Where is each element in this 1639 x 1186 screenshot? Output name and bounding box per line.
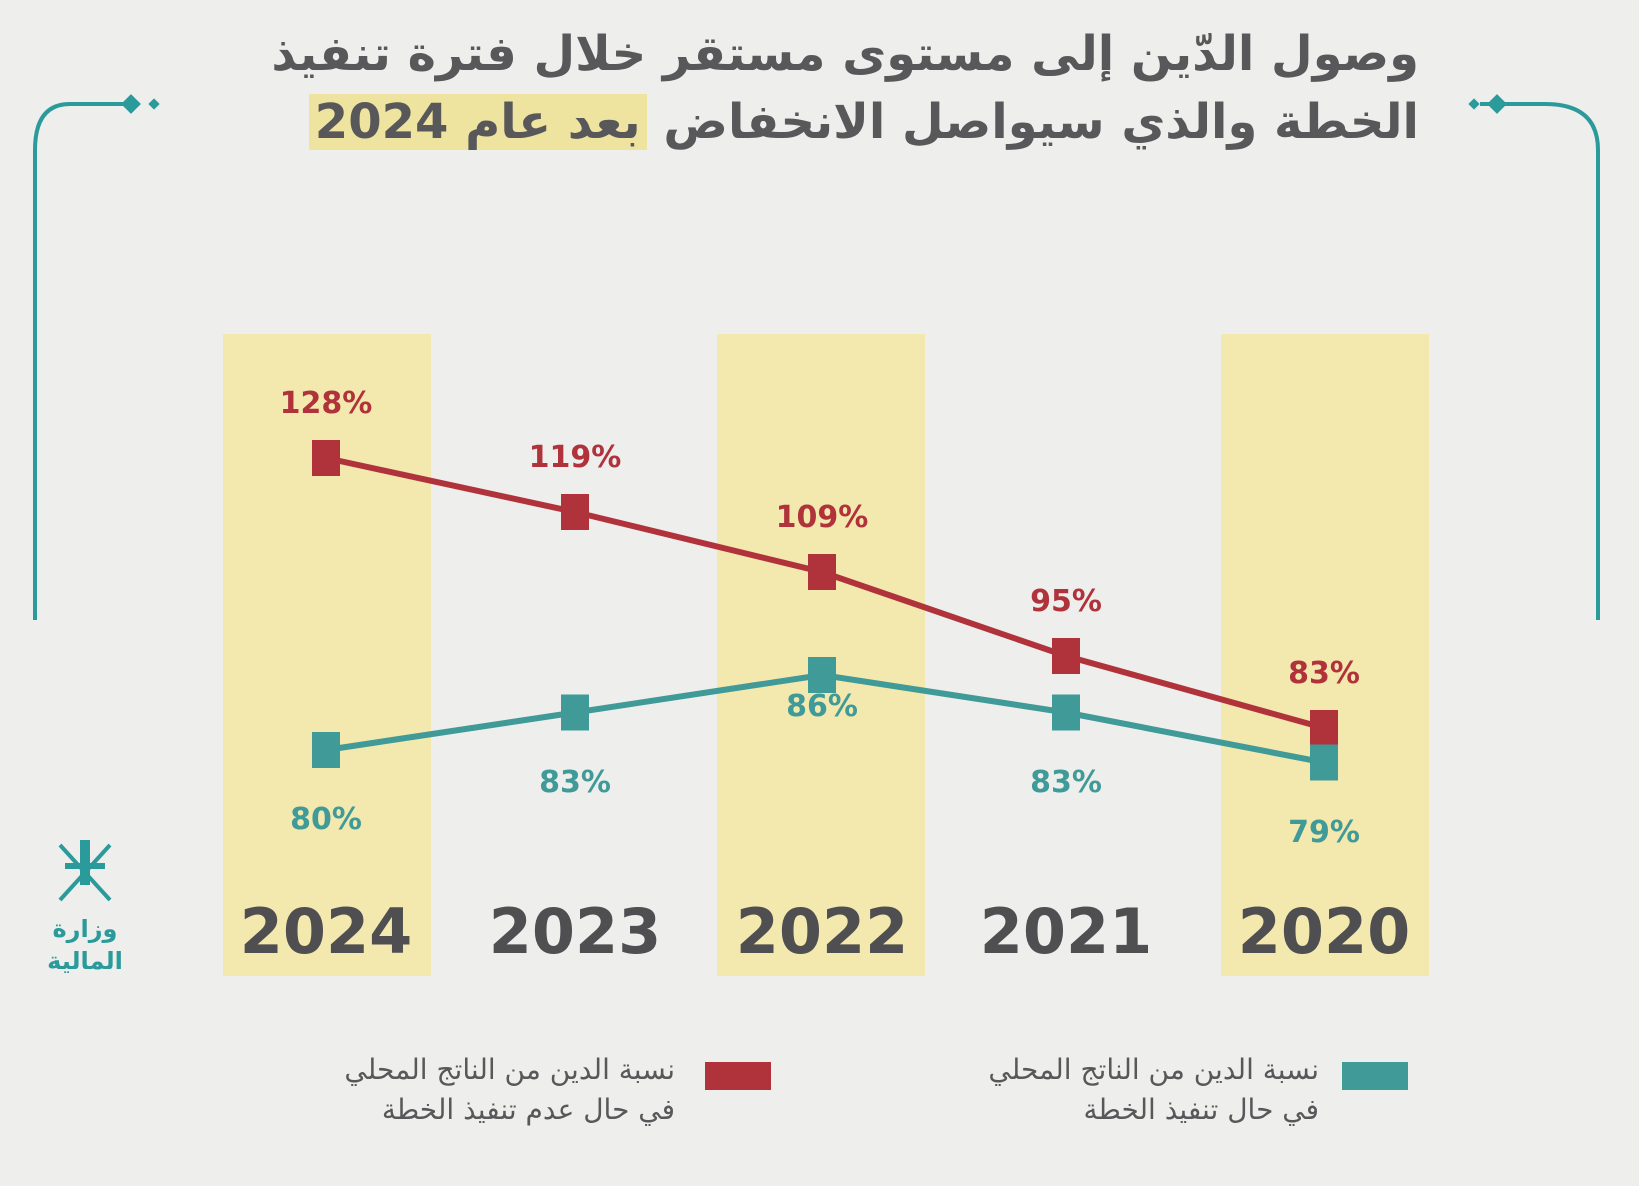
data-label: 83% — [1288, 656, 1360, 691]
data-label: 83% — [1030, 764, 1102, 800]
data-label: 83% — [539, 764, 611, 800]
title-line-2: الخطة والذي سيواصل الانخفاض بعد عام 2024 — [119, 88, 1419, 156]
ministry-logo: وزارة المالية — [40, 835, 130, 977]
x-tick-label-2021: 2021 — [979, 895, 1153, 968]
emblem-icon — [58, 840, 112, 902]
data-label: 80% — [290, 802, 362, 837]
data-label: 109% — [775, 500, 869, 535]
data-point-0-2022 — [808, 554, 836, 590]
legend-label-line: نسبة الدين من الناتج المحلي — [988, 1053, 1319, 1086]
legend-item-plan: نسبة الدين من الناتج المحلي في حال تنفيذ… — [988, 1050, 1319, 1130]
legend-item-no-plan: نسبة الدين من الناتج المحلي في حال عدم ت… — [344, 1050, 675, 1130]
band-2022 — [717, 334, 925, 976]
data-point-0-2020 — [1310, 710, 1338, 746]
data-point-1-2024 — [312, 732, 340, 768]
data-label: 79% — [1288, 814, 1360, 850]
x-tick-label-2023: 2023 — [488, 895, 662, 968]
title-highlight: بعد عام 2024 — [308, 94, 647, 150]
legend-swatch-teal — [1342, 1062, 1408, 1090]
legend-label-line: في حال عدم تنفيذ الخطة — [381, 1093, 675, 1126]
data-point-0-2021 — [1052, 638, 1080, 674]
data-point-1-2022 — [808, 657, 836, 693]
data-label: 86% — [786, 689, 858, 724]
x-tick-label-2024: 2024 — [239, 895, 413, 968]
band-2020 — [1221, 334, 1429, 976]
data-label: 95% — [1030, 584, 1102, 619]
x-tick-label-2022: 2022 — [735, 895, 909, 968]
data-point-0-2023 — [561, 494, 589, 530]
data-label: 128% — [279, 386, 373, 421]
legend-label-line: في حال تنفيذ الخطة — [1083, 1093, 1319, 1126]
data-point-1-2023 — [561, 694, 589, 731]
logo-text-1: وزارة — [52, 915, 118, 943]
data-label: 119% — [528, 440, 622, 475]
logo-text-2: المالية — [47, 947, 123, 975]
legend-label-line: نسبة الدين من الناتج المحلي — [344, 1053, 675, 1086]
data-point-1-2020 — [1310, 744, 1338, 781]
legend-swatch-red — [705, 1062, 771, 1090]
chart-title: وصول الدّين إلى مستوى مستقر خلال فترة تن… — [119, 20, 1419, 156]
data-point-0-2024 — [312, 440, 340, 476]
x-tick-label-2020: 2020 — [1237, 895, 1411, 968]
title-line-1: وصول الدّين إلى مستوى مستقر خلال فترة تن… — [271, 26, 1419, 82]
data-point-1-2021 — [1052, 694, 1080, 731]
title-line-2-text: الخطة والذي سيواصل الانخفاض — [646, 94, 1419, 150]
